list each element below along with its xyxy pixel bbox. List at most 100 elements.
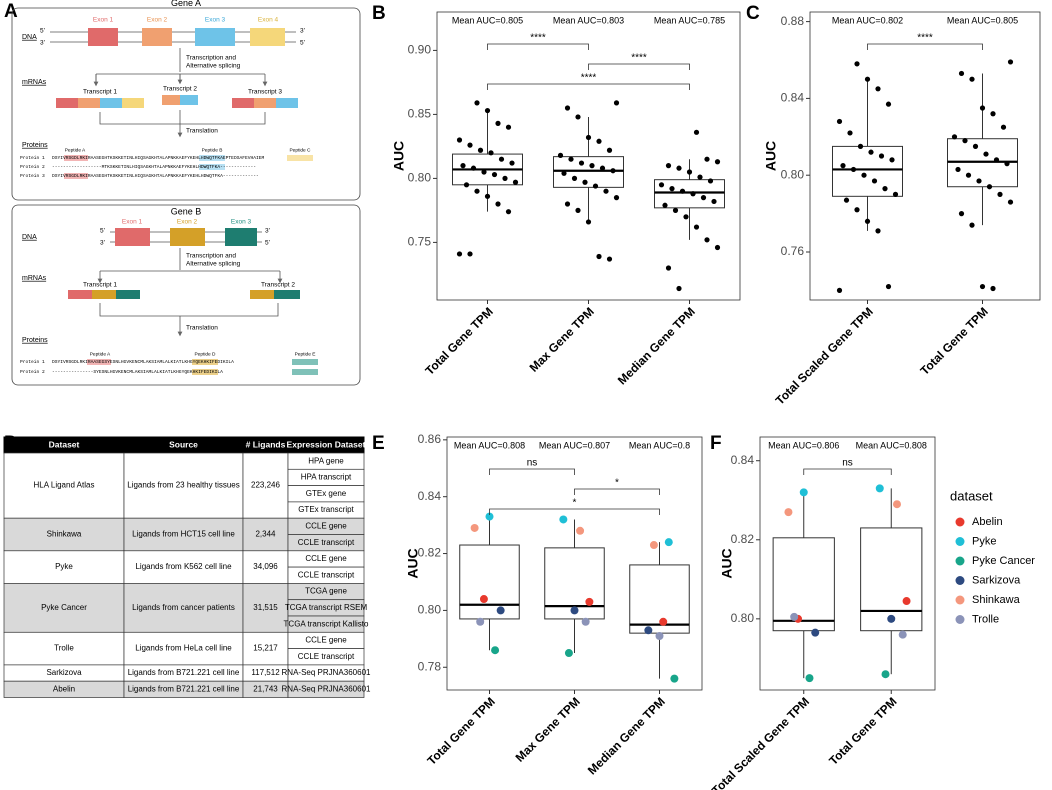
point: [693, 129, 700, 135]
cell-text: 21,743: [253, 684, 278, 693]
point: [596, 138, 602, 144]
point: [871, 178, 878, 184]
point: [575, 207, 581, 213]
cell: [123, 550, 244, 584]
cell-text: 2,344: [255, 530, 276, 539]
cell-text: GTEx transcript: [298, 505, 354, 514]
exon-label: Exon 1: [93, 17, 114, 24]
cell: [287, 680, 365, 698]
y-tick-label: 0.90: [408, 43, 432, 57]
bracket: [489, 468, 575, 475]
strand-end: 5': [100, 228, 105, 235]
bracket-label: ****: [631, 53, 647, 64]
cell-text: Ligands from HCT15 cell line: [132, 530, 235, 539]
point: [592, 183, 599, 189]
transcript-label: Transcript 3: [248, 89, 282, 96]
point: [596, 253, 602, 260]
point: [799, 488, 808, 497]
peptide-label: Peptide D: [194, 351, 216, 357]
point: [843, 197, 850, 203]
peptide-label: Peptide B: [202, 147, 223, 153]
point: [976, 178, 982, 184]
point: [589, 163, 595, 169]
point: [495, 120, 501, 126]
point: [1000, 124, 1007, 130]
point: [669, 186, 675, 192]
point: [847, 130, 853, 136]
peptide-label: Peptide A: [65, 147, 86, 153]
cell-text: CCLE transcript: [298, 570, 355, 579]
point: [559, 515, 568, 524]
point: [467, 142, 473, 148]
point: [700, 195, 707, 201]
point: [868, 149, 874, 155]
y-tick-label: 0.88: [781, 14, 805, 28]
legend-swatch: [955, 576, 965, 585]
cell-text: GTEx gene: [306, 489, 347, 498]
point: [857, 143, 864, 149]
legend-swatch: [955, 537, 965, 546]
point: [665, 265, 672, 271]
x-tick-label: Total Scaled Gene TPM: [709, 694, 812, 790]
panel-label: E: [372, 433, 385, 454]
cell-text: 15,217: [253, 644, 278, 653]
y-tick-label: 0.85: [408, 107, 432, 121]
y-tick-label: 0.80: [781, 167, 805, 181]
point: [481, 169, 487, 175]
mean-label: Mean AUC=0.808: [454, 440, 525, 450]
y-axis-label: AUC: [405, 548, 421, 578]
peptide-label: Peptide E: [295, 351, 316, 357]
bracket-label: *: [615, 478, 619, 489]
transcript-label: Transcript 1: [83, 282, 117, 289]
mrna-label: mRNAs: [22, 79, 47, 86]
point: [582, 179, 588, 185]
point: [882, 186, 888, 192]
column-header: Expression Dataset: [287, 439, 366, 449]
cell-text: Ligands from K562 cell line: [135, 562, 232, 571]
point: [644, 626, 653, 635]
cell: [123, 583, 244, 633]
point: [962, 138, 968, 144]
point: [557, 152, 564, 158]
point: [476, 617, 485, 626]
point: [811, 628, 820, 637]
point: [711, 198, 717, 205]
cell-text: Sarkizova: [46, 668, 82, 677]
point: [983, 151, 989, 157]
gene-a-diagram: Gene A Exon 1 Exon 2 Exon 3 Exon 4 DNA 5…: [11, 0, 361, 201]
point: [474, 100, 480, 106]
exon-label: Exon 2: [147, 17, 168, 24]
point: [714, 244, 721, 251]
strand-end: 3': [300, 28, 305, 35]
point: [463, 182, 470, 188]
bracket: [489, 508, 660, 515]
cell-text: TCGA gene: [305, 587, 347, 596]
point: [655, 631, 664, 640]
strand-end: 5': [300, 40, 305, 47]
cell: [3, 517, 125, 552]
point: [659, 617, 668, 626]
protein-sequence: DSYIVRSGDLRKIRAASEGHTKSKKETINLHIQSAGKHTA…: [52, 155, 265, 161]
point: [878, 153, 885, 159]
mean-label: Mean AUC=0.802: [832, 15, 903, 25]
y-axis-label: AUC: [391, 141, 407, 171]
point: [571, 175, 578, 181]
y-tick-label: 0.75: [408, 235, 432, 249]
y-tick-label: 0.82: [731, 532, 755, 546]
mean-label: Mean AUC=0.805: [452, 15, 523, 25]
strand-end: 3': [40, 40, 45, 47]
y-axis-label: AUC: [719, 548, 735, 578]
point: [997, 191, 1003, 197]
point: [836, 287, 843, 293]
box: [11, 204, 361, 386]
point: [679, 188, 686, 194]
point: [714, 159, 721, 165]
point: [585, 597, 594, 606]
point: [1007, 199, 1014, 205]
point: [885, 283, 892, 290]
mean-label: Mean AUC=0.785: [654, 15, 725, 25]
cell-text: TCGA transcript Kallisto: [284, 619, 369, 628]
protein-label: Proteins: [22, 337, 48, 344]
point: [836, 118, 843, 125]
protein-sequence: ------------------MTKSKKETINLHIQSAGKHTAL…: [52, 164, 256, 170]
